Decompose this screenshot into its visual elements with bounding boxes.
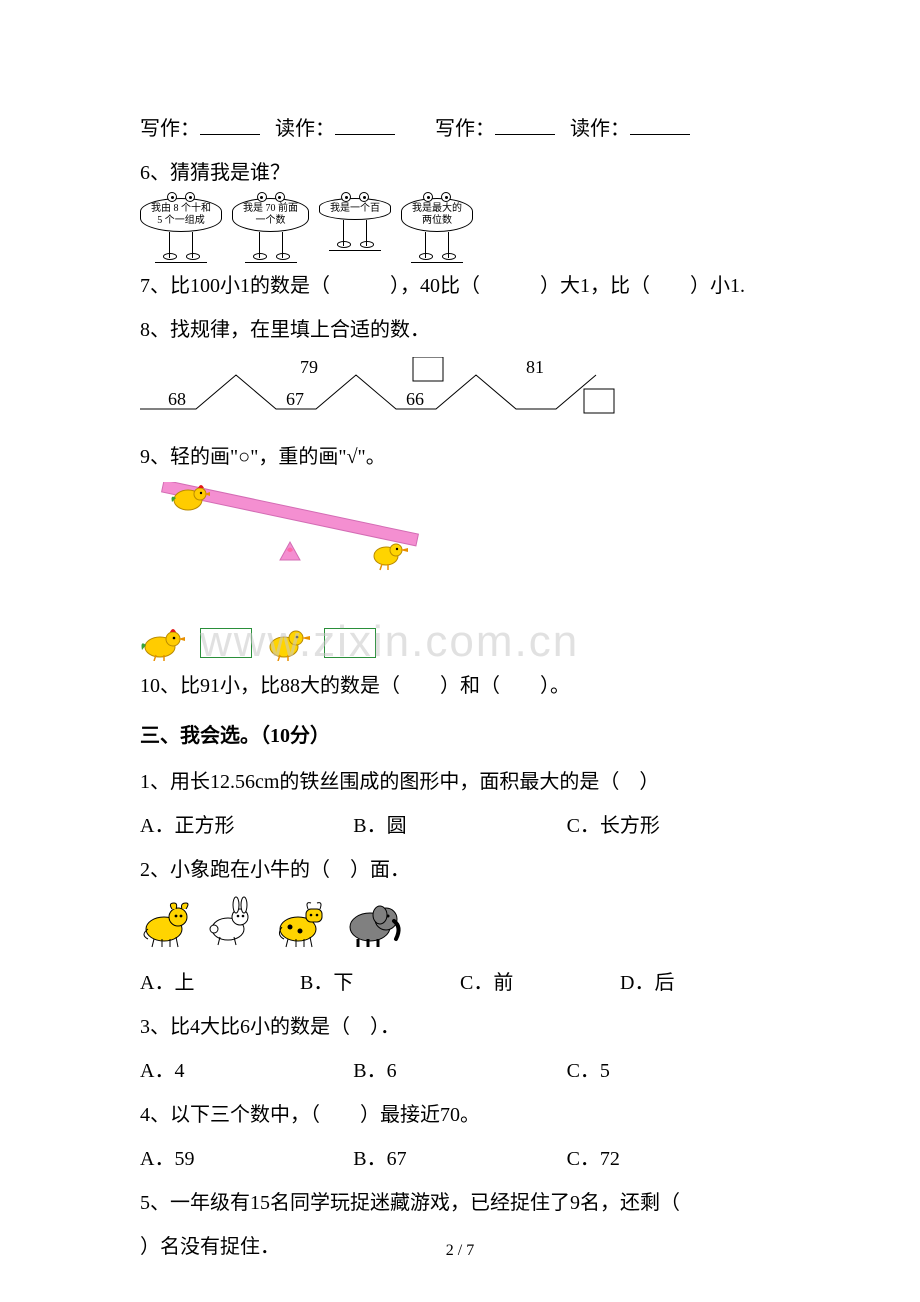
q7-a: 7、比100小1的数是（ <box>140 275 330 297</box>
q9-answer-row <box>140 625 780 661</box>
s3-q3-opt-a[interactable]: A．4 <box>140 1052 353 1090</box>
read1-blank[interactable] <box>335 115 395 135</box>
rooster-icon <box>140 625 188 661</box>
s3-q2-opt-a[interactable]: A．上 <box>140 964 300 1002</box>
s3-q1: 1、用长12.56cm的铁丝围成的图形中，面积最大的是（ ） <box>140 763 780 801</box>
read2-blank[interactable] <box>630 115 690 135</box>
q7-line: 7、比100小1的数是（ ），40比（ ）大1，比（ ）小1. <box>140 267 780 305</box>
write1-label: 写作： <box>140 118 200 140</box>
q10-c: ）。 <box>540 675 570 697</box>
page-number: 2 / 7 <box>0 1236 920 1266</box>
s3-q1-opts: A．正方形 B．圆 C．长方形 <box>140 807 780 845</box>
q6-bubble-1-text: 我由 8 个十和 5 个一组成 <box>151 203 211 226</box>
q6-bubble-2: 我是 70 前面 一个数 <box>232 198 309 263</box>
q6-bubble-3: 我是一个百 <box>319 198 391 263</box>
q6-bubble-4-text: 我是最大的 两位数 <box>412 203 462 226</box>
q6-bubble-2-text: 我是 70 前面 一个数 <box>243 203 298 226</box>
s3-q4-opt-c[interactable]: C．72 <box>567 1140 780 1178</box>
q10-a: 10、比91小，比88大的数是（ <box>140 675 400 697</box>
write2-blank[interactable] <box>495 115 555 135</box>
s3-q2-opt-c[interactable]: C．前 <box>460 964 620 1002</box>
s3-q3-opt-b[interactable]: B．6 <box>353 1052 566 1090</box>
q9-prompt: 9、轻的画"○"，重的画"√"。 <box>140 438 780 476</box>
s3-q3: 3、比4大比6小的数是（ ）． <box>140 1008 780 1046</box>
write2-label: 写作： <box>435 118 495 140</box>
q6-blank-1[interactable] <box>155 262 207 263</box>
q10-b: ）和（ <box>440 675 500 697</box>
s3-q2-opt-d[interactable]: D．后 <box>620 964 780 1002</box>
q6-bubble-1: 我由 8 个十和 5 个一组成 <box>140 198 222 263</box>
read2-label: 读作： <box>570 118 630 140</box>
s3-q1-opt-a[interactable]: A．正方形 <box>140 807 353 845</box>
s3-q1-opt-b[interactable]: B．圆 <box>353 807 566 845</box>
q6-bubble-4: 我是最大的 两位数 <box>401 198 473 263</box>
s3-q4: 4、以下三个数中，（ ）最接近70。 <box>140 1096 780 1134</box>
q6-blank-4[interactable] <box>411 262 463 263</box>
q7-b: ），40比（ <box>390 275 480 297</box>
s3-q2-opts: A．上 B．下 C．前 D．后 <box>140 964 780 1002</box>
write1-blank[interactable] <box>200 115 260 135</box>
s3-q4-opt-b[interactable]: B．67 <box>353 1140 566 1178</box>
s3-q2-animals <box>140 895 420 949</box>
svg-text:67: 67 <box>286 389 304 409</box>
q10-line: 10、比91小，比88大的数是（ ）和（ ）。 <box>140 667 780 705</box>
q7-d: ）小1. <box>690 275 745 297</box>
top-write-read-line: 写作： 读作： 写作： 读作： <box>140 110 780 148</box>
q9-seesaw <box>140 482 780 615</box>
q6-blank-3[interactable] <box>329 250 381 251</box>
svg-text:81: 81 <box>526 357 544 377</box>
svg-text:66: 66 <box>406 389 424 409</box>
s3-q1-opt-c[interactable]: C．长方形 <box>567 807 780 845</box>
q6-prompt: 6、猜猜我是谁？ <box>140 154 780 192</box>
q6-bubble-row: 我由 8 个十和 5 个一组成 我是 70 前面 一个数 我是一个百 我是最大的… <box>140 198 780 263</box>
s3-q2: 2、小象跑在小牛的（ ）面． <box>140 851 780 889</box>
q7-c: ）大1，比（ <box>540 275 650 297</box>
s3-q4-opts: A．59 B．67 C．72 <box>140 1140 780 1178</box>
section3-title: 三、我会选。（10分） <box>140 717 780 755</box>
q9-box-rooster[interactable] <box>200 628 252 658</box>
q6-blank-2[interactable] <box>245 262 297 263</box>
q9-box-duck[interactable] <box>324 628 376 658</box>
q8-zigzag: 68 67 66 79 81 <box>140 357 620 417</box>
s3-q2-opt-b[interactable]: B．下 <box>300 964 460 1002</box>
q8-prompt: 8、找规律，在里填上合适的数． <box>140 311 780 349</box>
s3-q3-opts: A．4 B．6 C．5 <box>140 1052 780 1090</box>
duck-icon <box>264 625 312 661</box>
s3-q4-opt-a[interactable]: A．59 <box>140 1140 353 1178</box>
s3-q5-line1: 5、一年级有15名同学玩捉迷藏游戏，已经捉住了9名，还剩（ <box>140 1184 780 1222</box>
svg-text:79: 79 <box>300 357 318 377</box>
svg-text:68: 68 <box>168 389 186 409</box>
read1-label: 读作： <box>275 118 335 140</box>
q6-bubble-3-text: 我是一个百 <box>330 203 380 214</box>
s3-q3-opt-c[interactable]: C．5 <box>567 1052 780 1090</box>
